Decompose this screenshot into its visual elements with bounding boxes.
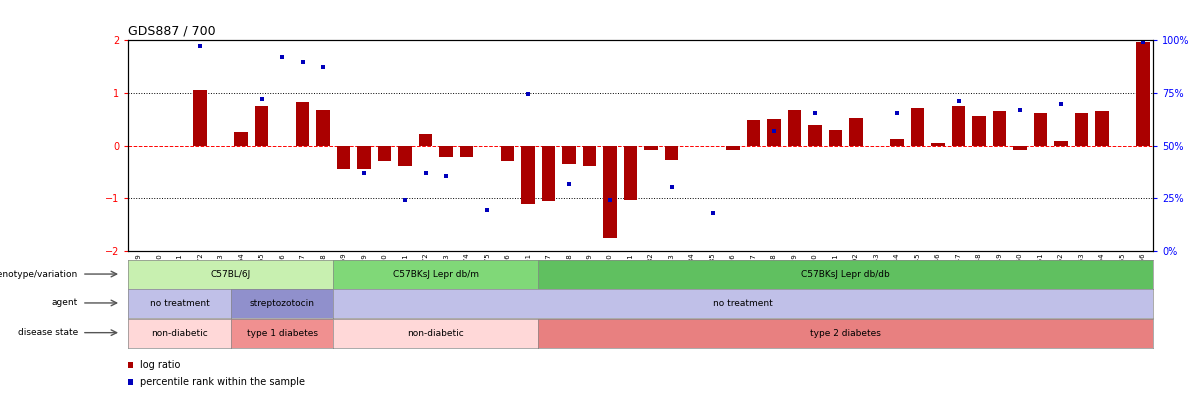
Bar [747, 120, 760, 145]
Bar [254, 106, 269, 145]
Text: no treatment: no treatment [713, 299, 773, 308]
Bar [440, 145, 453, 157]
Bar [358, 145, 371, 169]
Text: agent: agent [52, 299, 78, 307]
Bar [501, 145, 515, 162]
Bar [522, 145, 535, 204]
Text: non-diabetic: non-diabetic [151, 329, 208, 338]
Text: streptozotocin: streptozotocin [250, 299, 315, 308]
Bar [419, 134, 433, 145]
Text: no treatment: no treatment [150, 299, 209, 308]
Bar [993, 111, 1006, 145]
Bar [378, 145, 391, 162]
Bar [767, 119, 781, 145]
Bar [296, 102, 309, 145]
Text: non-diabetic: non-diabetic [408, 329, 464, 338]
Bar [316, 110, 329, 145]
Bar [891, 139, 904, 145]
Bar [1137, 42, 1150, 145]
Text: genotype/variation: genotype/variation [0, 270, 78, 278]
Bar [726, 145, 740, 150]
Text: percentile rank within the sample: percentile rank within the sample [140, 377, 306, 387]
Bar [398, 145, 411, 166]
Text: GDS887 / 700: GDS887 / 700 [128, 24, 216, 37]
Bar [583, 145, 597, 166]
Bar [194, 90, 207, 145]
Bar [562, 145, 575, 164]
Text: disease state: disease state [18, 328, 78, 337]
Bar [1095, 111, 1109, 145]
Bar [931, 143, 945, 145]
Bar [952, 106, 965, 145]
Text: C57BKsJ Lepr db/m: C57BKsJ Lepr db/m [392, 270, 479, 279]
Bar [460, 145, 473, 157]
Bar [973, 116, 986, 145]
Text: type 2 diabetes: type 2 diabetes [811, 329, 881, 338]
Bar [644, 145, 658, 150]
Text: C57BL/6J: C57BL/6J [210, 270, 251, 279]
Bar [1013, 145, 1027, 150]
Bar [1055, 141, 1068, 145]
Bar [234, 132, 247, 145]
Bar [809, 126, 822, 145]
Bar [829, 129, 842, 145]
Bar [542, 145, 555, 201]
Bar [1075, 113, 1088, 145]
Bar [665, 145, 678, 160]
Bar [1034, 113, 1048, 145]
Text: type 1 diabetes: type 1 diabetes [246, 329, 317, 338]
Text: log ratio: log ratio [140, 360, 181, 370]
Bar [911, 109, 924, 145]
Bar [849, 118, 863, 145]
Text: C57BKsJ Lepr db/db: C57BKsJ Lepr db/db [801, 270, 891, 279]
Bar [788, 110, 801, 145]
Bar [624, 145, 637, 200]
Bar [604, 145, 617, 238]
Bar [336, 145, 351, 169]
